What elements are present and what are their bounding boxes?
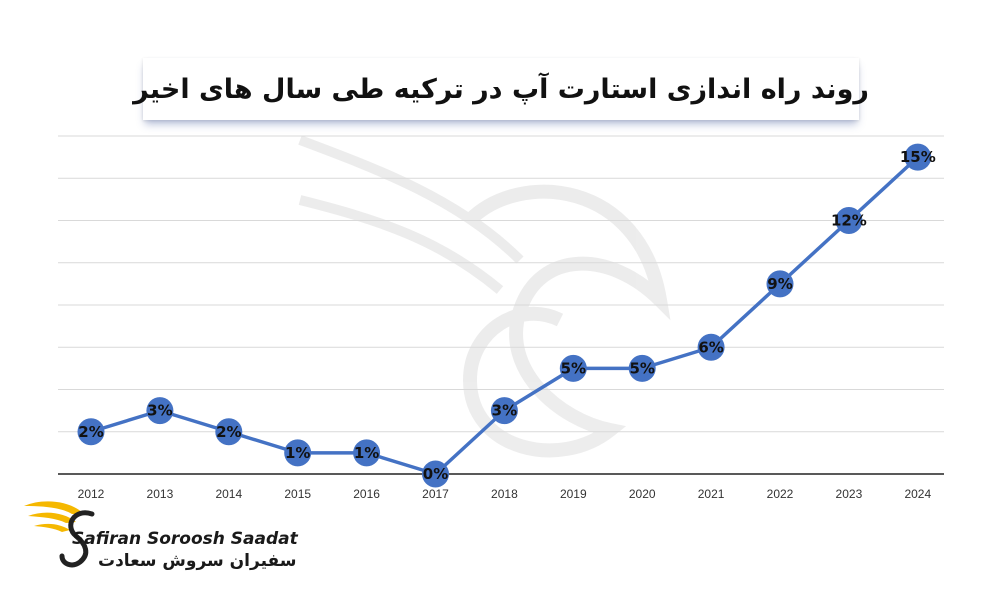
x-tick-label: 2017 (422, 487, 449, 501)
watermark-logo (298, 135, 671, 458)
data-point (215, 418, 243, 446)
data-point (77, 418, 105, 446)
x-tick-label: 2018 (491, 487, 518, 501)
gridlines (58, 135, 944, 433)
data-point (766, 270, 794, 298)
data-label: 5% (561, 359, 586, 377)
data-label: 0% (423, 465, 448, 483)
data-point (835, 207, 863, 234)
brand-name-fa: سفیران سروش سعادت (98, 551, 297, 571)
wing-icon (24, 501, 84, 514)
brand-logo (24, 501, 95, 568)
data-label: 3% (147, 402, 172, 420)
data-label: 9% (767, 275, 792, 293)
data-point (559, 354, 587, 382)
x-tick-labels: 2012 2013 2014 2015 2016 2017 2018 2019 2020 2021… (78, 487, 932, 501)
data-point (697, 333, 725, 361)
data-label: 12% (831, 212, 867, 230)
x-tick-label: 2023 (836, 487, 863, 501)
x-tick-label: 2013 (147, 487, 174, 501)
x-tick-label: 2016 (353, 487, 380, 501)
data-label: 1% (354, 444, 379, 462)
data-label: 2% (78, 423, 103, 441)
x-tick-label: 2012 (78, 487, 105, 501)
data-points (77, 143, 932, 488)
data-point (422, 460, 449, 488)
x-tick-label: 2015 (284, 487, 311, 501)
chart-title-box: روند راه اندازی استارت آپ در ترکیه طی سا… (133, 58, 869, 120)
data-labels: 2% 3% 2% 1% 1% 0% 3% 5% 5% 6% 9% 12% 15% (78, 148, 935, 483)
data-label: 15% (900, 148, 936, 166)
x-tick-label: 2022 (767, 487, 794, 501)
data-point (628, 354, 656, 382)
data-point (284, 439, 312, 467)
data-label: 6% (698, 338, 723, 356)
data-label: 5% (629, 359, 654, 377)
swan-s-icon (59, 510, 95, 568)
x-tick-label: 2019 (560, 487, 587, 501)
data-label: 1% (285, 444, 310, 462)
x-tick-label: 2024 (904, 487, 931, 501)
chart-title: روند راه اندازی استارت آپ در ترکیه طی سا… (133, 73, 869, 105)
data-label: 2% (216, 423, 241, 441)
brand-name-en: Safiran Soroosh Saadat (72, 529, 298, 549)
data-label: 3% (492, 402, 517, 420)
data-point (490, 397, 518, 425)
x-tick-label: 2021 (698, 487, 725, 501)
data-point (904, 143, 932, 171)
data-point (146, 397, 174, 425)
x-tick-label: 2014 (215, 487, 242, 501)
x-tick-label: 2020 (629, 487, 656, 501)
data-point (353, 439, 381, 467)
